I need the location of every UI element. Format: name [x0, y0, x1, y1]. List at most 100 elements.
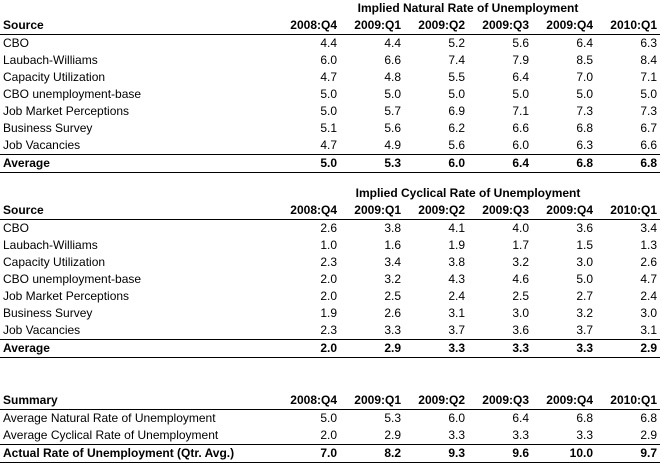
table-cell: 7.3 — [576, 104, 593, 118]
column-header: 2008:Q4 — [276, 202, 340, 220]
header-row: Source 2008:Q4 2009:Q1 2009:Q2 2009:Q3 2… — [0, 17, 660, 35]
table-title-row: Implied Natural Rate of Unemployment — [0, 0, 660, 17]
row-label: Business Survey — [3, 121, 93, 135]
table-row: Capacity Utilization 2.3 3.4 3.8 3.2 3.0 2.6 — [0, 254, 660, 271]
table-cell: 10.0 — [532, 444, 596, 463]
table-cell: 6.6 — [640, 138, 657, 152]
row-label: Actual Rate of Unemployment (Qtr. Avg.) — [0, 444, 276, 463]
table-cell: 6.2 — [448, 121, 465, 135]
table-cell: 5.6 — [512, 36, 529, 50]
table-row: CBO unemployment-base 5.0 5.0 5.0 5.0 5.0 5.0 — [0, 86, 660, 103]
table-cell: 2.6 — [320, 221, 337, 235]
column-header: 2009:Q1 — [340, 17, 404, 35]
table-cell: 3.2 — [384, 272, 401, 286]
table-cell: 3.7 — [576, 323, 593, 337]
table-cell: 7.0 — [276, 444, 340, 463]
source-header: Source — [0, 202, 276, 220]
table-cell: 2.9 — [640, 428, 657, 442]
table-cell: 1.0 — [320, 238, 337, 252]
table-cell: 8.5 — [576, 53, 593, 67]
table-cell: 4.1 — [448, 221, 465, 235]
table-row: Job Vacancies 4.7 4.9 5.6 6.0 6.3 6.6 — [0, 137, 660, 155]
table-cell: 2.0 — [320, 272, 337, 286]
table-row: Laubach-Williams 6.0 6.6 7.4 7.9 8.5 8.4 — [0, 52, 660, 69]
table-cell: 2.9 — [384, 428, 401, 442]
column-header: 2009:Q1 — [340, 202, 404, 220]
table-title: Implied Natural Rate of Unemployment — [357, 1, 579, 15]
table-cell: 2.6 — [640, 255, 657, 269]
row-label: Average Cyclical Rate of Unemployment — [3, 428, 219, 442]
table-cell: 4.4 — [384, 36, 401, 50]
row-label: Job Vacancies — [3, 138, 81, 152]
table-cell: 5.6 — [448, 138, 465, 152]
table-cell: 6.0 — [512, 138, 529, 152]
column-header: 2009:Q4 — [532, 17, 596, 35]
table-row: Capacity Utilization 4.7 4.8 5.5 6.4 7.0 7.1 — [0, 69, 660, 86]
table-cell: 9.3 — [404, 444, 468, 463]
summary-body: Summary 2008:Q4 2009:Q1 2009:Q2 2009:Q3 … — [0, 392, 660, 463]
table-row: CBO unemployment-base 2.0 3.2 4.3 4.6 5.0 4.7 — [0, 271, 660, 288]
table-cell: 9.6 — [468, 444, 532, 463]
average-row: Average 2.0 2.9 3.3 3.3 3.3 2.9 — [0, 339, 660, 358]
column-header: 2009:Q3 — [468, 202, 532, 220]
table-cell: 6.8 — [596, 154, 660, 173]
table-cell: 6.6 — [512, 121, 529, 135]
table-cell: 1.9 — [320, 306, 337, 320]
table-row: Job Market Perceptions 2.0 2.5 2.4 2.5 2.7 2.4 — [0, 288, 660, 305]
table-cell: 6.4 — [576, 36, 593, 50]
table-cell: 3.3 — [384, 323, 401, 337]
table-cell: 1.9 — [448, 238, 465, 252]
table-title: Implied Cyclical Rate of Unemployment — [355, 186, 581, 200]
table-cell: 8.2 — [340, 444, 404, 463]
column-header: 2008:Q4 — [276, 392, 340, 410]
table-cell: 2.3 — [320, 255, 337, 269]
summary-table: Summary 2008:Q4 2009:Q1 2009:Q2 2009:Q3 … — [0, 392, 660, 463]
table-cell: 2.4 — [640, 289, 657, 303]
table-cell: 5.0 — [384, 87, 401, 101]
table-cell: 3.2 — [576, 306, 593, 320]
cyclical-rate-table: Implied Cyclical Rate of Unemployment So… — [0, 185, 660, 358]
table-cell: 2.5 — [512, 289, 529, 303]
table-cell: 5.0 — [320, 104, 337, 118]
table-cell: 2.0 — [276, 339, 340, 358]
header-row: Source 2008:Q4 2009:Q1 2009:Q2 2009:Q3 2… — [0, 202, 660, 220]
table-cell: 5.1 — [320, 121, 337, 135]
source-header: Source — [0, 17, 276, 35]
natural-rate-body: Implied Natural Rate of Unemployment Sou… — [0, 0, 660, 173]
table-cell: 5.0 — [276, 154, 340, 173]
table-cell: 3.7 — [448, 323, 465, 337]
row-label: Job Market Perceptions — [3, 104, 130, 118]
table-cell: 5.2 — [448, 36, 465, 50]
table-cell: 2.7 — [576, 289, 593, 303]
row-label: Job Market Perceptions — [3, 289, 130, 303]
table-cell: 3.6 — [576, 221, 593, 235]
header-row: Summary 2008:Q4 2009:Q1 2009:Q2 2009:Q3 … — [0, 392, 660, 410]
table-cell: 3.4 — [640, 221, 657, 235]
row-label: Laubach-Williams — [3, 53, 98, 67]
table-cell: 5.6 — [384, 121, 401, 135]
table-row: Job Market Perceptions 5.0 5.7 6.9 7.1 7.3 7.3 — [0, 103, 660, 120]
table-cell: 5.3 — [384, 411, 401, 425]
row-label: CBO — [3, 36, 30, 50]
table-cell: 5.0 — [320, 411, 337, 425]
row-label: Capacity Utilization — [3, 70, 106, 84]
table-cell: 4.9 — [384, 138, 401, 152]
table-row: Business Survey 5.1 5.6 6.2 6.6 6.8 6.7 — [0, 120, 660, 137]
row-label: Average — [0, 339, 276, 358]
row-label: Laubach-Williams — [3, 238, 98, 252]
table-cell: 4.0 — [512, 221, 529, 235]
cyclical-rate-body: Implied Cyclical Rate of Unemployment So… — [0, 185, 660, 358]
table-cell: 7.0 — [576, 70, 593, 84]
table-cell: 3.3 — [512, 428, 529, 442]
column-header: 2009:Q3 — [468, 392, 532, 410]
table-cell: 6.6 — [384, 53, 401, 67]
row-label: CBO unemployment-base — [3, 87, 142, 101]
table-cell: 3.8 — [448, 255, 465, 269]
actual-rate-row: Actual Rate of Unemployment (Qtr. Avg.) 7… — [0, 444, 660, 463]
average-row: Average 5.0 5.3 6.0 6.4 6.8 6.8 — [0, 154, 660, 173]
table-cell: 6.8 — [532, 154, 596, 173]
row-label: Average — [0, 154, 276, 173]
row-label: CBO unemployment-base — [3, 272, 142, 286]
table-cell: 6.3 — [576, 138, 593, 152]
table-cell: 3.8 — [384, 221, 401, 235]
